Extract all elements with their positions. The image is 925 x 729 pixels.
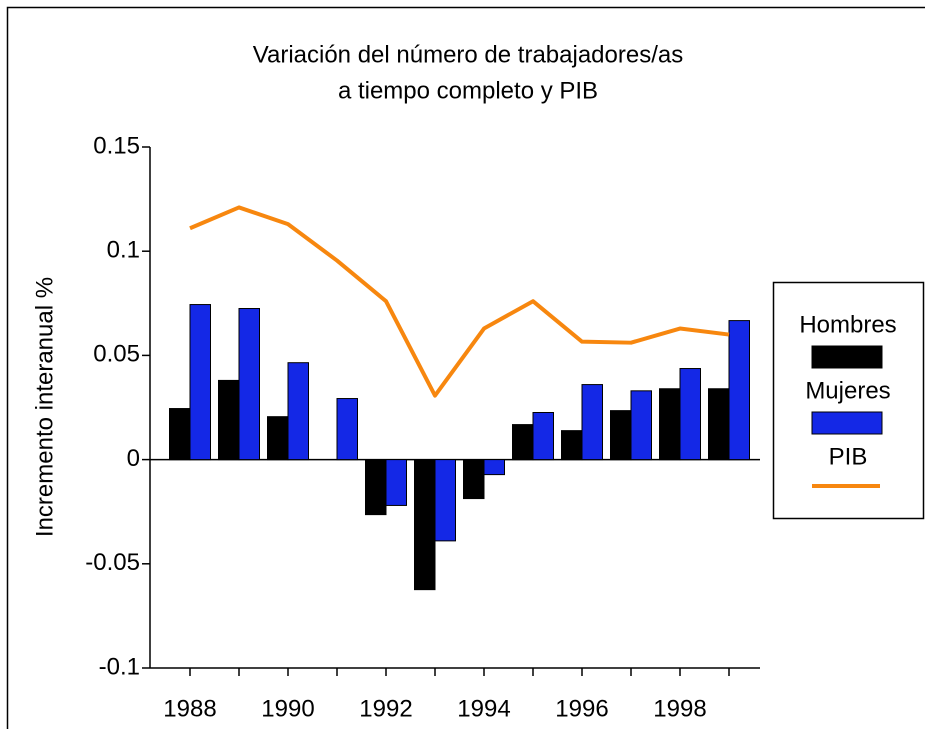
bar <box>287 362 309 461</box>
bar <box>169 408 191 461</box>
chart-title: Variación del número de trabajadores/as <box>253 41 683 68</box>
bar <box>336 398 358 461</box>
bar <box>483 459 505 476</box>
y-axis-label: Incremento interanual % <box>31 277 58 537</box>
bar <box>561 430 583 461</box>
y-tick-label: 0.05 <box>93 341 140 368</box>
x-tick-label: 1988 <box>163 695 216 722</box>
bar <box>532 412 554 461</box>
legend-box <box>772 281 925 520</box>
bar <box>189 304 211 461</box>
bar <box>679 368 701 461</box>
x-tick-label: 1998 <box>653 695 706 722</box>
bar <box>414 459 436 591</box>
bar <box>218 379 240 461</box>
bar <box>267 416 289 461</box>
bar <box>463 459 485 500</box>
x-tick-label: 1994 <box>457 695 510 722</box>
bar <box>728 320 750 461</box>
bar <box>708 388 730 461</box>
y-tick-label: 0.15 <box>93 132 140 159</box>
frame <box>6 6 925 729</box>
legend-label: Mujeres <box>805 377 890 404</box>
bar <box>365 459 387 516</box>
y-tick-label: 0.1 <box>107 237 140 264</box>
y-tick-label: 0 <box>127 445 140 472</box>
bar <box>610 410 632 461</box>
legend-label: PIB <box>829 443 868 470</box>
legend-swatch <box>811 411 883 435</box>
bar <box>659 388 681 461</box>
line <box>189 205 730 398</box>
chart-title: a tiempo completo y PIB <box>338 77 598 104</box>
bar <box>581 384 603 461</box>
y-tick-label: -0.05 <box>85 549 140 576</box>
legend-swatch <box>811 345 883 369</box>
bar <box>434 459 456 542</box>
y-tick-label: -0.1 <box>99 653 140 680</box>
x-tick-label: 1990 <box>261 695 314 722</box>
x-tick-label: 1992 <box>359 695 412 722</box>
legend-label: Hombres <box>799 311 896 338</box>
bar <box>512 424 534 461</box>
x-tick-label: 1996 <box>555 695 608 722</box>
bar <box>238 308 260 461</box>
bar <box>630 390 652 461</box>
bar <box>385 459 407 506</box>
